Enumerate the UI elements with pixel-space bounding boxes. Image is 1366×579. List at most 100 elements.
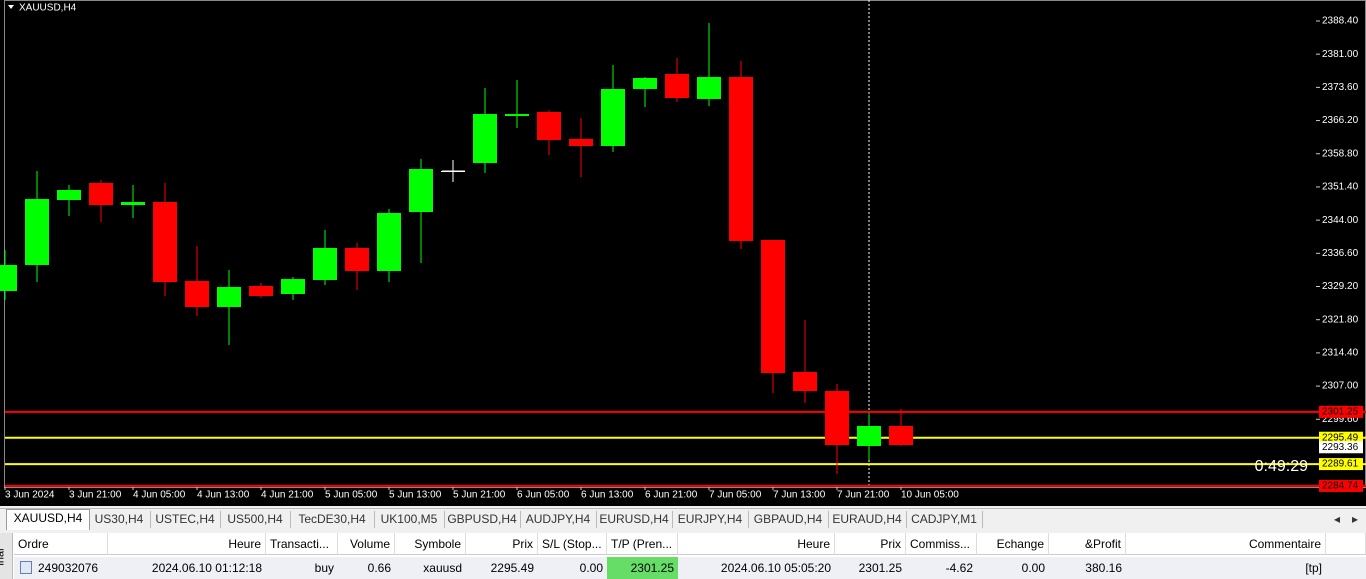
tab[interactable]: USTEC,H4 [150, 511, 221, 528]
x-tick-label: 5 Jun 21:00 [453, 490, 506, 501]
candle-body [217, 287, 241, 308]
x-tick-label: 6 Jun 21:00 [645, 490, 698, 501]
candle-body [665, 74, 689, 99]
y-tick-label: 2307.00 [1322, 381, 1359, 392]
table-cell: [tp] [1126, 557, 1326, 579]
candle-body [377, 213, 401, 271]
x-tick-label: 7 Jun 13:00 [773, 490, 826, 501]
table-cell: 2295.49 [466, 557, 538, 579]
tab-scroll-left: ◂ [1333, 512, 1341, 526]
level-label-bg [1319, 458, 1363, 471]
candle-body [505, 114, 529, 116]
tab[interactable]: US30,H4 [88, 511, 151, 528]
column-header[interactable]: Commiss... [906, 533, 977, 555]
tab-bar: XAUUSD,H4 US30,H4 USTEC,H4 US500,H4 TecDE30,… [0, 508, 1366, 530]
table-cell: xauusd [395, 557, 466, 579]
x-tick-label: 4 Jun 21:00 [261, 490, 314, 501]
side-tab[interactable]: inal [0, 533, 13, 579]
column-header[interactable]: Heure [678, 533, 835, 555]
table-cell: 249032076 [14, 557, 108, 579]
y-tick-label: 2366.20 [1322, 115, 1359, 126]
x-tick-label: 6 Jun 13:00 [581, 490, 634, 501]
x-tick-label: 5 Jun 13:00 [389, 490, 442, 501]
chart: XAUUSD,H4 2388.40 2381.00 2373.60 2366.20 23… [0, 0, 1366, 506]
tab[interactable]: EURJPY,H4 [672, 511, 749, 528]
table-cell: 0.00 [977, 557, 1049, 579]
candle-body [633, 77, 657, 89]
table-cell: 2024.06.10 01:12:18 [108, 557, 266, 579]
chart-title: XAUUSD,H4 [19, 3, 77, 14]
candle-body [569, 138, 593, 146]
x-tick-label: 3 Jun 21:00 [69, 490, 122, 501]
x-tick-label: 6 Jun 05:00 [517, 490, 570, 501]
table-cell: 380.16 [1049, 557, 1126, 579]
column-header[interactable]: Transacti... [266, 533, 338, 555]
column-header[interactable]: Heure [108, 533, 266, 555]
column-header[interactable]: Prix [466, 533, 538, 555]
candle-body [57, 189, 81, 200]
y-tick-label: 2388.40 [1322, 16, 1359, 27]
candle-body [889, 426, 913, 446]
candle-body [761, 240, 785, 374]
order-icon [20, 561, 32, 574]
candle-body [729, 77, 753, 241]
column-header[interactable]: Volume [338, 533, 395, 555]
side-tab-label: inal [0, 548, 7, 566]
tab[interactable]: TecDE30,H4 [290, 511, 375, 528]
level-label: 2289.61 [1322, 459, 1359, 470]
tab[interactable]: GBPAUD,H4 [748, 511, 829, 528]
y-tick-label: 2344.00 [1322, 215, 1359, 226]
tab[interactable]: UK100,M5 [374, 511, 445, 528]
menu-arrow[interactable] [8, 5, 14, 9]
x-tick-label: 4 Jun 05:00 [133, 490, 186, 501]
column-header[interactable]: Symbole [395, 533, 466, 555]
level-label: 2284.74 [1322, 481, 1359, 492]
candle-body [89, 182, 113, 206]
column-header[interactable]: Echange [977, 533, 1049, 555]
level-label-bg [1319, 441, 1363, 454]
x-tick-label: 3 Jun 2024 [5, 490, 55, 501]
tab[interactable]: US500,H4 [220, 511, 291, 528]
table-cell: 0.66 [338, 557, 395, 579]
tab[interactable]: EURUSD,H4 [596, 511, 673, 528]
level-label-bg [1319, 479, 1363, 492]
tab-scroll-right: ▸ [1351, 512, 1359, 526]
y-tick-label: 2329.20 [1322, 281, 1359, 292]
tab[interactable]: XAUUSD,H4 [6, 509, 90, 530]
column-header[interactable]: Commentaire [1126, 533, 1326, 555]
candle-body [793, 372, 817, 392]
candle-body [249, 286, 273, 297]
tab[interactable]: CADJPY,M1 [906, 511, 983, 528]
bar-timer: 0:49:29 [1255, 458, 1308, 475]
table-cell: 0.00 [538, 557, 607, 579]
tab[interactable]: EURAUD,H4 [828, 511, 907, 528]
y-tick-label: 2321.80 [1322, 314, 1359, 325]
column-header[interactable]: S/L (Stop... [538, 533, 607, 555]
x-tick-label: 4 Jun 13:00 [197, 490, 250, 501]
y-tick-label: 2299.60 [1322, 414, 1359, 425]
level-label: 2301.25 [1322, 407, 1359, 418]
candle-body [25, 199, 49, 265]
candle-body [409, 169, 433, 213]
candle-body [313, 247, 337, 281]
column-header[interactable]: T/P (Pren... [607, 533, 678, 555]
tab[interactable]: GBPUSD,H4 [444, 511, 521, 528]
x-tick-label: 7 Jun 05:00 [709, 490, 762, 501]
candle-body [0, 264, 17, 291]
column-header[interactable]: Ordre [14, 533, 108, 555]
column-header[interactable]: &Profit [1049, 533, 1126, 555]
candle-body [601, 88, 625, 146]
y-tick-label: 2314.40 [1322, 348, 1359, 359]
trade-table: Ordre Heure Transacti... Volume Symbole Prix S… [0, 533, 1366, 579]
candle-body [697, 77, 721, 99]
y-tick-label: 2358.80 [1322, 148, 1359, 159]
table-cell: 2301.25 [835, 557, 906, 579]
header-fill [1326, 533, 1366, 555]
column-header[interactable]: Prix [835, 533, 906, 555]
y-tick-label: 2373.60 [1322, 82, 1359, 93]
tab[interactable]: AUDJPY,H4 [520, 511, 597, 528]
candle-body [473, 114, 497, 163]
table-cell: buy [266, 557, 338, 579]
candle-body [537, 111, 561, 140]
